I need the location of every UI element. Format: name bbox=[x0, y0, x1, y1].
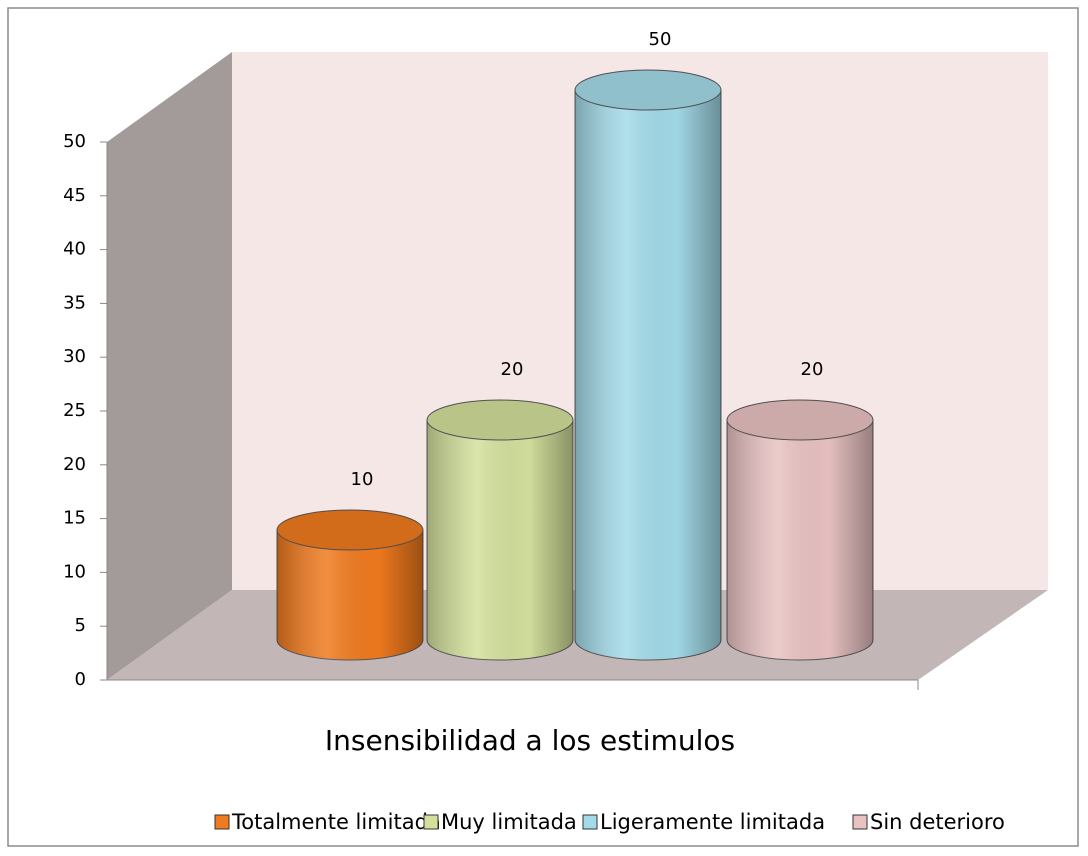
cylinder-top bbox=[726, 399, 874, 441]
y-tick-label: 5 bbox=[75, 615, 86, 636]
cylinder-top-shade bbox=[575, 70, 721, 110]
value-label: 20 bbox=[501, 359, 524, 380]
value-label: 10 bbox=[351, 469, 374, 490]
y-tick-label: 35 bbox=[63, 292, 86, 313]
x-category-label: Insensibilidad a los estimulos bbox=[325, 724, 735, 757]
cylinder-shade bbox=[427, 420, 573, 660]
legend-label: Muy limitada bbox=[441, 810, 577, 834]
value-label: 50 bbox=[649, 29, 672, 50]
cylinder-top-shade bbox=[277, 510, 423, 550]
cylinder-top bbox=[574, 69, 722, 111]
cylinder-top bbox=[426, 399, 574, 441]
y-tick-label: 50 bbox=[63, 131, 86, 152]
cylinder-top-shade bbox=[427, 400, 573, 440]
value-label: 20 bbox=[801, 359, 824, 380]
y-tick-label: 20 bbox=[63, 454, 86, 475]
side-wall bbox=[107, 52, 232, 680]
legend-label: Sin deterioro bbox=[870, 810, 1005, 834]
y-tick-label: 15 bbox=[63, 508, 86, 529]
legend-swatch bbox=[214, 814, 230, 830]
cylinder-shade bbox=[727, 420, 873, 660]
y-tick-label: 45 bbox=[63, 185, 86, 206]
cylinder-shade bbox=[277, 530, 423, 660]
y-tick-label: 25 bbox=[63, 400, 86, 421]
cylinder-top bbox=[276, 509, 424, 551]
legend-swatch bbox=[423, 814, 439, 830]
y-tick-label: 30 bbox=[63, 346, 86, 367]
y-tick-label: 40 bbox=[63, 239, 86, 260]
legend-swatch bbox=[582, 814, 598, 830]
y-tick-label: 10 bbox=[63, 561, 86, 582]
y-tick-label: 0 bbox=[75, 669, 86, 690]
cylinder-shade bbox=[575, 90, 721, 660]
cylinder-top-shade bbox=[727, 400, 873, 440]
legend-label: Totalmente limitada bbox=[231, 810, 441, 834]
legend-label: Ligeramente limitada bbox=[600, 810, 825, 834]
legend-swatch bbox=[852, 814, 868, 830]
